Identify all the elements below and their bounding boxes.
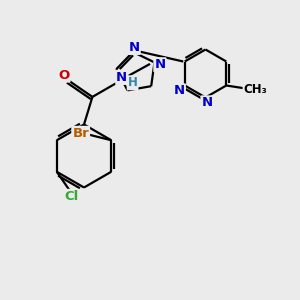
Text: N: N bbox=[201, 96, 213, 110]
Text: O: O bbox=[58, 68, 70, 82]
Text: Cl: Cl bbox=[64, 190, 79, 203]
Text: N: N bbox=[154, 58, 166, 71]
Text: N: N bbox=[174, 84, 185, 98]
Text: N: N bbox=[116, 71, 128, 84]
Text: CH₃: CH₃ bbox=[244, 83, 267, 96]
Text: Br: Br bbox=[72, 127, 89, 140]
Text: H: H bbox=[128, 76, 137, 89]
Text: N: N bbox=[129, 41, 140, 54]
